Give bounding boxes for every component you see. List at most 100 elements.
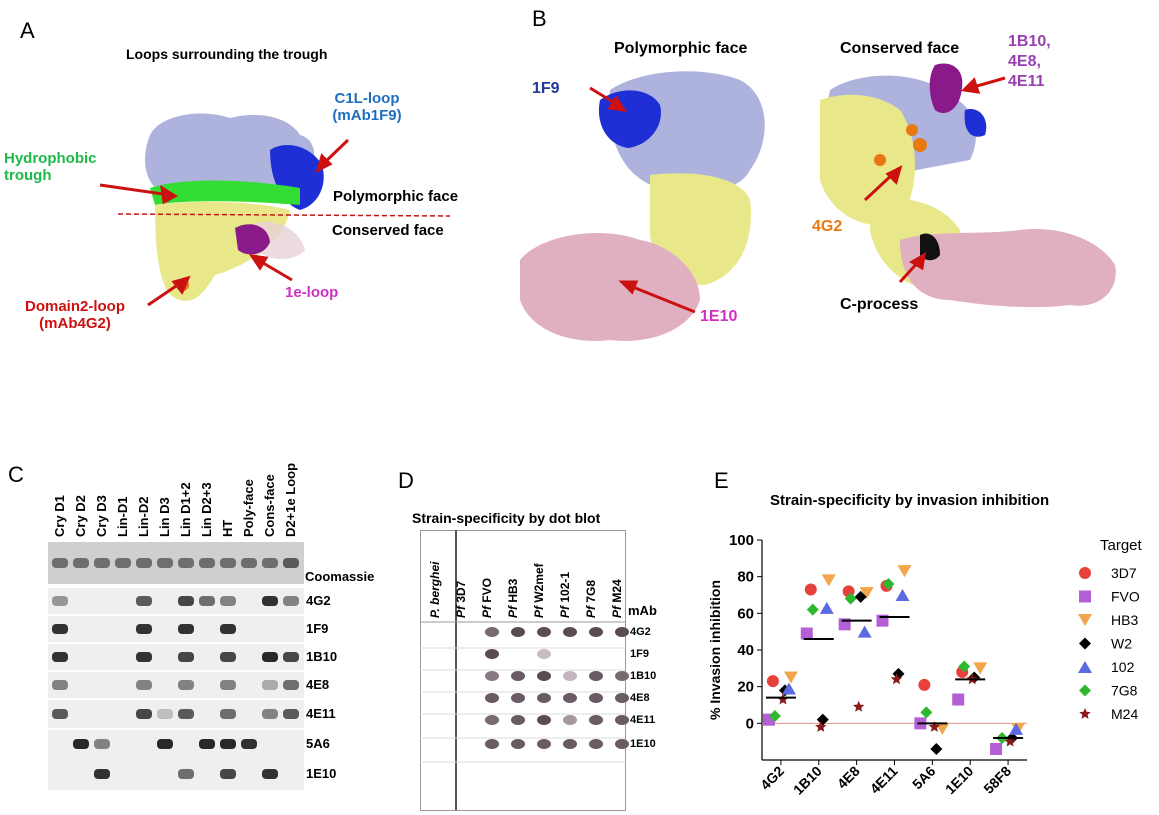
dot-blot-frame [420, 530, 626, 811]
dot-mab-header: mAb [628, 603, 657, 618]
blot-band [220, 709, 236, 719]
blot-band [241, 558, 257, 568]
mab-group-label: 1B10, 4E8, 4E11 [1008, 33, 1051, 90]
lane-label: Cry D3 [94, 495, 109, 537]
blot-label: 1F9 [306, 621, 329, 636]
point-3d7 [804, 583, 817, 596]
lane-label: Cry D1 [52, 495, 67, 537]
mab-4g2-label: 4G2 [812, 218, 843, 235]
dot [563, 715, 577, 725]
y-tick-label: 0 [746, 715, 754, 732]
blot-band [178, 652, 194, 662]
blot-band [262, 652, 278, 662]
blot-strip [48, 758, 304, 790]
dot-row-label: 4E11 [630, 714, 656, 726]
dot [615, 693, 629, 703]
blot-label: Coomassie [305, 569, 375, 584]
point-7g8 [882, 578, 895, 590]
point-102 [895, 589, 910, 601]
lane-label: Cry D2 [73, 495, 88, 537]
blot-band [283, 680, 299, 690]
lane-label: Lin D1+2 [178, 482, 193, 537]
panel-a-title: Loops surrounding the trough [126, 46, 328, 62]
blot-label: 5A6 [306, 736, 330, 751]
point-hb3 [859, 587, 874, 600]
blot-band [262, 680, 278, 690]
legend-label: 3D7 [1111, 565, 1137, 581]
legend-marker [1079, 684, 1091, 697]
conserved-face-label-a: Conserved face [332, 222, 444, 239]
invasion-inhibition-chart: 0 20 40 60 80 100 4G2 1B10 4E8 4E11 5A6 1E10 58F8 % I… [707, 532, 1143, 798]
blot-band [178, 769, 194, 779]
dot [615, 627, 629, 637]
blot-band [283, 709, 299, 719]
y-tick-label: 20 [737, 679, 754, 696]
legend-label: 102 [1111, 659, 1135, 675]
lane-label: Lin D3 [157, 497, 172, 537]
dot [589, 739, 603, 749]
x-tick-label: 4G2 [757, 763, 787, 793]
dot [485, 649, 499, 659]
legend-marker [1079, 637, 1091, 650]
dot [563, 739, 577, 749]
blot-strip [48, 730, 304, 758]
blot-label: 4G2 [306, 593, 331, 608]
blot-band [73, 739, 89, 749]
dot [537, 671, 551, 681]
point-7g8 [920, 706, 933, 719]
point-7g8 [844, 592, 857, 605]
lane-label: HT [220, 519, 235, 537]
panel-d-letter: D [398, 468, 414, 493]
point-w2 [930, 743, 943, 755]
point-7g8 [806, 603, 819, 616]
dot [563, 627, 577, 637]
blot-band [157, 709, 173, 719]
dot [615, 739, 629, 749]
blot-band [220, 680, 236, 690]
c1l-loop-label: C1L-loop (mAb1F9) [332, 90, 402, 124]
legend-label: 7G8 [1111, 683, 1138, 699]
blot-strip [48, 644, 304, 670]
blot-band [178, 624, 194, 634]
x-tick-label: 1E10 [942, 763, 977, 798]
legend-title: Target [1100, 537, 1143, 554]
point-m24 [928, 721, 941, 732]
blot-band [199, 739, 215, 749]
dot [615, 671, 629, 681]
conserved-face-title: Conserved face [840, 40, 960, 57]
legend-marker [1079, 567, 1091, 579]
blot-strip [48, 672, 304, 698]
legend-label: HB3 [1111, 612, 1138, 628]
blot-band [94, 558, 110, 568]
dot [563, 693, 577, 703]
dot [485, 693, 499, 703]
blot-band [262, 769, 278, 779]
legend-marker [1079, 708, 1091, 719]
panel-d-title: Strain-specificity by dot blot [412, 510, 601, 526]
lane-label: Cons-face [262, 474, 277, 537]
mab-1f9-label: 1F9 [532, 80, 560, 97]
dot [511, 627, 525, 637]
dot [511, 715, 525, 725]
dot-row-label: 4G2 [630, 626, 651, 638]
y-axis-label: % Invasion inhibition [707, 580, 723, 720]
dot [537, 715, 551, 725]
dot-row-label: 1F9 [630, 648, 649, 660]
dot [537, 649, 551, 659]
blot-strip [48, 588, 304, 614]
blot-band [136, 596, 152, 606]
blot-label: 1E10 [306, 766, 337, 781]
blot-band [178, 558, 194, 568]
legend-marker [1079, 590, 1091, 603]
x-tick-label: 5A6 [909, 763, 939, 793]
blot-band [52, 558, 68, 568]
1e-loop-label: 1e-loop [285, 284, 339, 301]
legend-marker [1078, 661, 1092, 673]
blot-band [199, 596, 215, 606]
blot-band [136, 709, 152, 719]
dot [511, 739, 525, 749]
blot-band [52, 596, 68, 606]
blot-band [178, 596, 194, 606]
x-tick-label: 1B10 [790, 763, 825, 798]
blot-band [52, 709, 68, 719]
